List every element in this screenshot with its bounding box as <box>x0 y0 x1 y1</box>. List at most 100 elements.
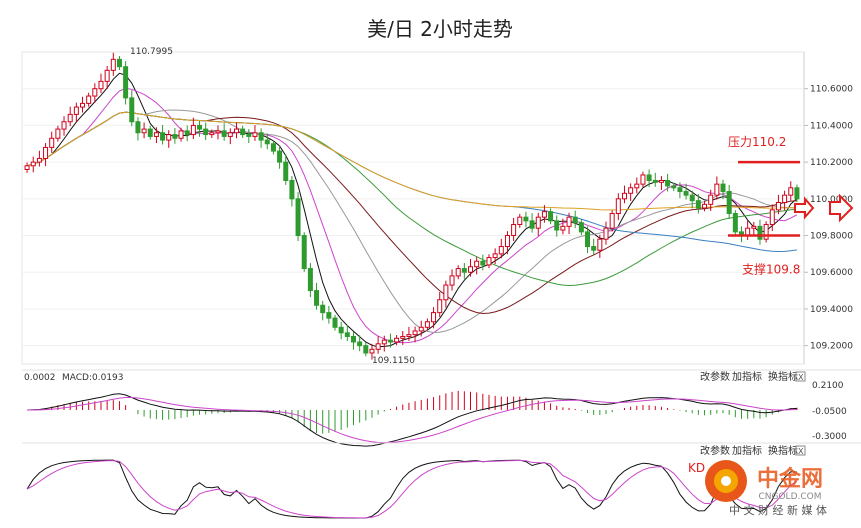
forecast-arrow-icon <box>829 193 854 223</box>
kdj-label: KD <box>688 461 705 475</box>
candle-body <box>172 134 178 139</box>
close-icon <box>795 371 806 382</box>
candle <box>43 143 49 167</box>
candle-body <box>394 337 400 343</box>
candle <box>720 179 726 200</box>
candle-body <box>400 335 406 339</box>
y-tick-label: 110.2000 <box>810 158 853 168</box>
candle-body <box>314 290 320 306</box>
candle <box>178 127 184 142</box>
candle-body <box>597 238 603 251</box>
candle <box>55 125 61 142</box>
kdj-button[interactable]: 换指标 <box>768 444 798 457</box>
candle-body <box>702 203 708 209</box>
watermark: 中金网 CNGOLD.COM 中 文 财 经 新 媒 体 <box>705 460 827 517</box>
candle <box>511 217 517 242</box>
candle <box>431 307 437 329</box>
candle <box>424 318 430 331</box>
candle-body <box>326 312 332 319</box>
candle <box>86 92 92 107</box>
y-tick-label: 110.6000 <box>810 85 853 95</box>
candle-body <box>24 165 30 170</box>
candle-body <box>572 216 578 224</box>
candle-body <box>375 343 381 350</box>
candle <box>369 343 375 360</box>
candle <box>264 133 270 150</box>
candle <box>677 182 683 199</box>
candle <box>535 212 541 236</box>
candle <box>73 102 79 123</box>
candle-body <box>406 334 412 337</box>
candle-body <box>424 321 430 328</box>
candle <box>788 181 794 201</box>
candle <box>141 122 147 139</box>
candle-body <box>591 246 597 251</box>
candle-body <box>628 187 634 194</box>
candle <box>301 232 307 272</box>
kdj-button[interactable]: 改参数 <box>700 444 730 457</box>
price-grid <box>22 88 804 347</box>
candle <box>566 212 572 235</box>
candle-body <box>418 326 424 332</box>
candle <box>683 183 689 200</box>
candle-body <box>548 211 554 222</box>
watermark-name: 中金网 <box>757 466 823 492</box>
candle <box>394 335 400 346</box>
candle <box>738 226 744 243</box>
y-tick-label: 109.2000 <box>810 342 853 352</box>
candle-body <box>708 194 714 205</box>
candle <box>461 263 467 279</box>
candle <box>486 254 492 269</box>
candle <box>166 130 172 148</box>
candle <box>30 156 36 173</box>
candle <box>227 128 233 145</box>
candle <box>418 320 424 337</box>
candle-body <box>184 130 190 136</box>
candle <box>215 125 221 140</box>
candle <box>689 190 695 209</box>
candle <box>381 335 387 352</box>
kdj-button[interactable]: 加指标 <box>732 444 762 457</box>
macd-button[interactable]: 改参数 <box>700 370 730 383</box>
candle-body <box>652 179 658 183</box>
candle <box>277 145 283 169</box>
candle <box>609 210 615 232</box>
candle <box>782 190 788 211</box>
candle-body <box>757 225 763 240</box>
macd-button[interactable]: 加指标 <box>732 370 762 383</box>
macd-dea-line <box>27 397 797 444</box>
macd-button[interactable]: 换指标 <box>768 370 798 383</box>
candle-body <box>98 80 104 90</box>
candle <box>338 321 344 340</box>
candle <box>578 219 584 236</box>
candle-body <box>665 179 671 187</box>
candle <box>61 116 67 136</box>
candle-body <box>468 266 474 273</box>
candle-body <box>782 194 788 203</box>
candle-body <box>634 183 640 189</box>
candle <box>295 192 301 242</box>
candle <box>400 330 406 345</box>
candle <box>314 282 320 310</box>
candle <box>98 73 104 94</box>
candle <box>116 56 122 70</box>
candle-body <box>695 200 701 209</box>
candle-body <box>277 150 283 163</box>
candle <box>794 184 800 203</box>
candle <box>129 90 135 127</box>
candle <box>468 259 474 277</box>
candle-body <box>110 58 116 71</box>
candle <box>344 325 350 341</box>
candle <box>763 221 769 243</box>
candle-body <box>726 190 732 215</box>
candle-body <box>233 128 239 134</box>
candle <box>634 177 640 194</box>
candle-body <box>751 225 757 229</box>
high-price-label: 110.7995 <box>130 47 173 57</box>
candle-body <box>135 121 141 134</box>
candle <box>209 129 215 138</box>
candle <box>153 127 159 144</box>
macd-tick-label: 0.2100 <box>812 381 844 391</box>
resistance-label: 压力110.2 <box>728 135 786 149</box>
